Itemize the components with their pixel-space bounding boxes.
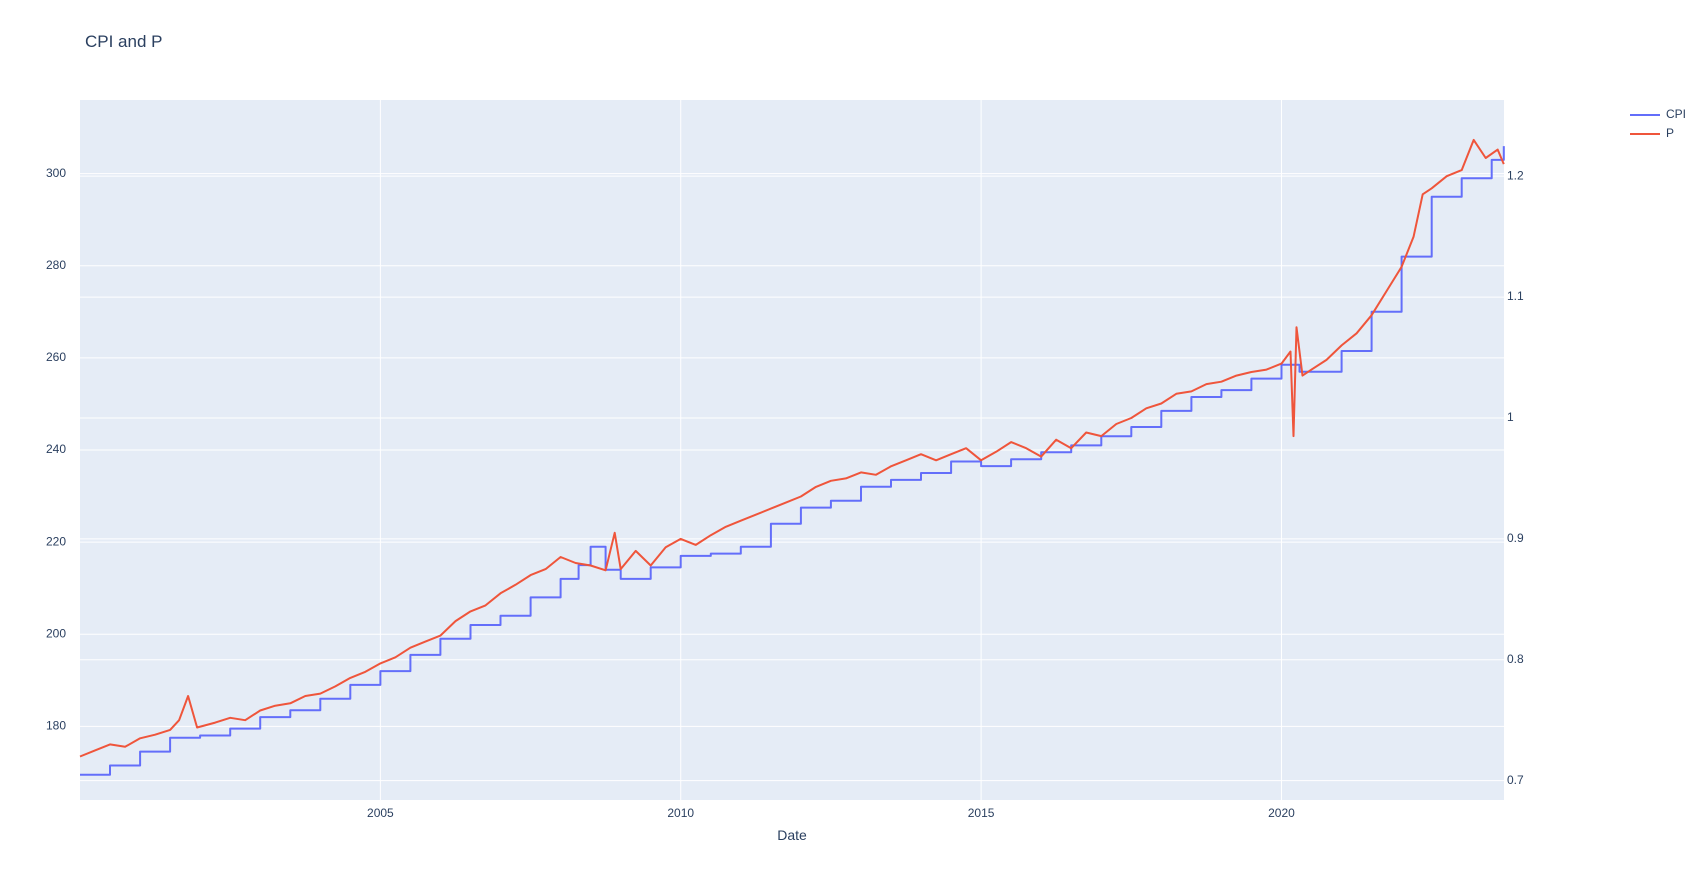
grid-lines: [80, 100, 1504, 800]
chart-title: CPI and P: [85, 32, 163, 51]
x-tick-label: 2015: [968, 806, 995, 820]
x-tick-label: 2005: [367, 806, 394, 820]
y-tick-label: 220: [46, 534, 66, 548]
y2-tick-label: 1.1: [1507, 289, 1524, 303]
x-tick-label: 2010: [667, 806, 694, 820]
y2-tick-label: 1.2: [1507, 168, 1524, 182]
y-tick-label: 280: [46, 258, 66, 272]
x-tick-label: 2020: [1268, 806, 1295, 820]
y2-tick-label: 1: [1507, 410, 1514, 424]
axis-ticks: 2005 2010 2015 2020 180 200 220 240 260 280 300 0.7…: [46, 166, 1524, 820]
series-lines: [79, 138, 1505, 776]
x-axis-title: Date: [777, 827, 807, 843]
series-line-cpi: [80, 146, 1505, 776]
legend[interactable]: CPI P: [1630, 107, 1686, 140]
y-tick-label: 260: [46, 350, 66, 364]
y-tick-label: 240: [46, 442, 66, 456]
y2-tick-label: 0.7: [1507, 773, 1524, 787]
y-tick-label: 180: [46, 718, 66, 732]
y-tick-label: 300: [46, 166, 66, 180]
series-line-p: [79, 138, 1505, 758]
y-tick-label: 200: [46, 626, 66, 640]
y2-tick-label: 0.8: [1507, 652, 1524, 666]
legend-label-cpi: CPI: [1666, 107, 1686, 121]
y2-tick-label: 0.9: [1507, 531, 1524, 545]
legend-label-p: P: [1666, 126, 1674, 140]
